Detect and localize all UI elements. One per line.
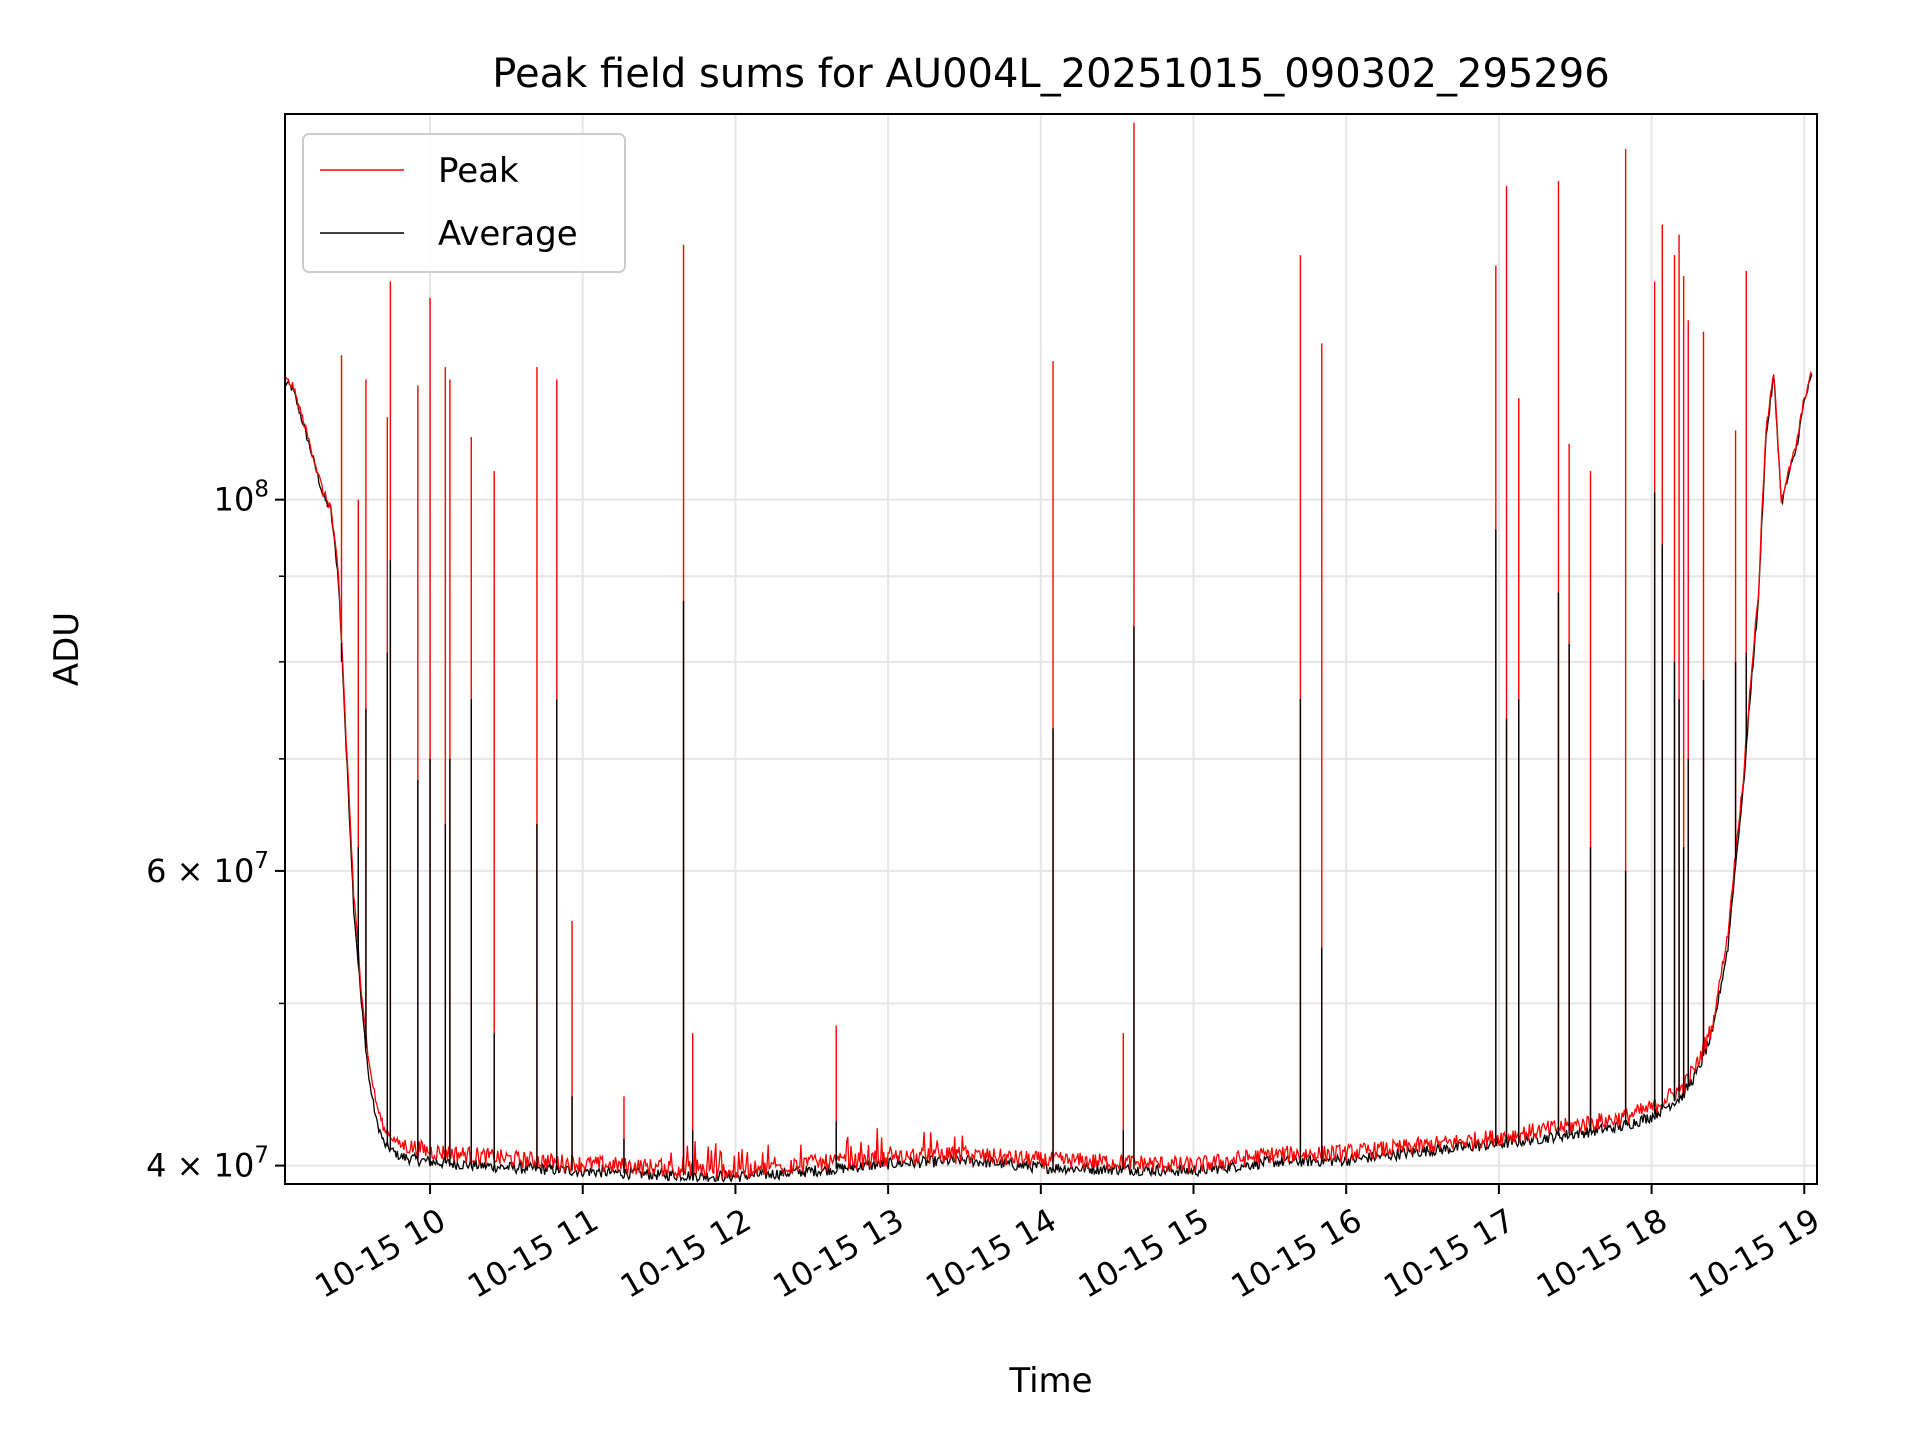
legend-peak-label: Peak — [438, 151, 519, 191]
series-layer — [285, 122, 1813, 1183]
chart-title: Peak field sums for AU004L_20251015_0903… — [492, 51, 1609, 97]
legend: Peak Average — [302, 133, 626, 273]
y-tick-label: 6 × 107 — [146, 848, 269, 890]
average-series-line — [285, 373, 1813, 1183]
legend-average-label: Average — [438, 214, 578, 254]
y-axis: 108 6 × 107 4 × 107 — [146, 477, 285, 1185]
legend-box — [302, 133, 626, 273]
x-axis-label: Time — [1008, 1361, 1092, 1401]
y-tick-label: 4 × 107 — [146, 1143, 269, 1185]
plot-frame — [284, 113, 1818, 1185]
y-axis-label: ADU — [47, 612, 87, 686]
grid-lines — [285, 114, 1817, 1184]
peak-series-line — [285, 370, 1813, 1180]
y-tick-label: 108 — [214, 477, 269, 519]
